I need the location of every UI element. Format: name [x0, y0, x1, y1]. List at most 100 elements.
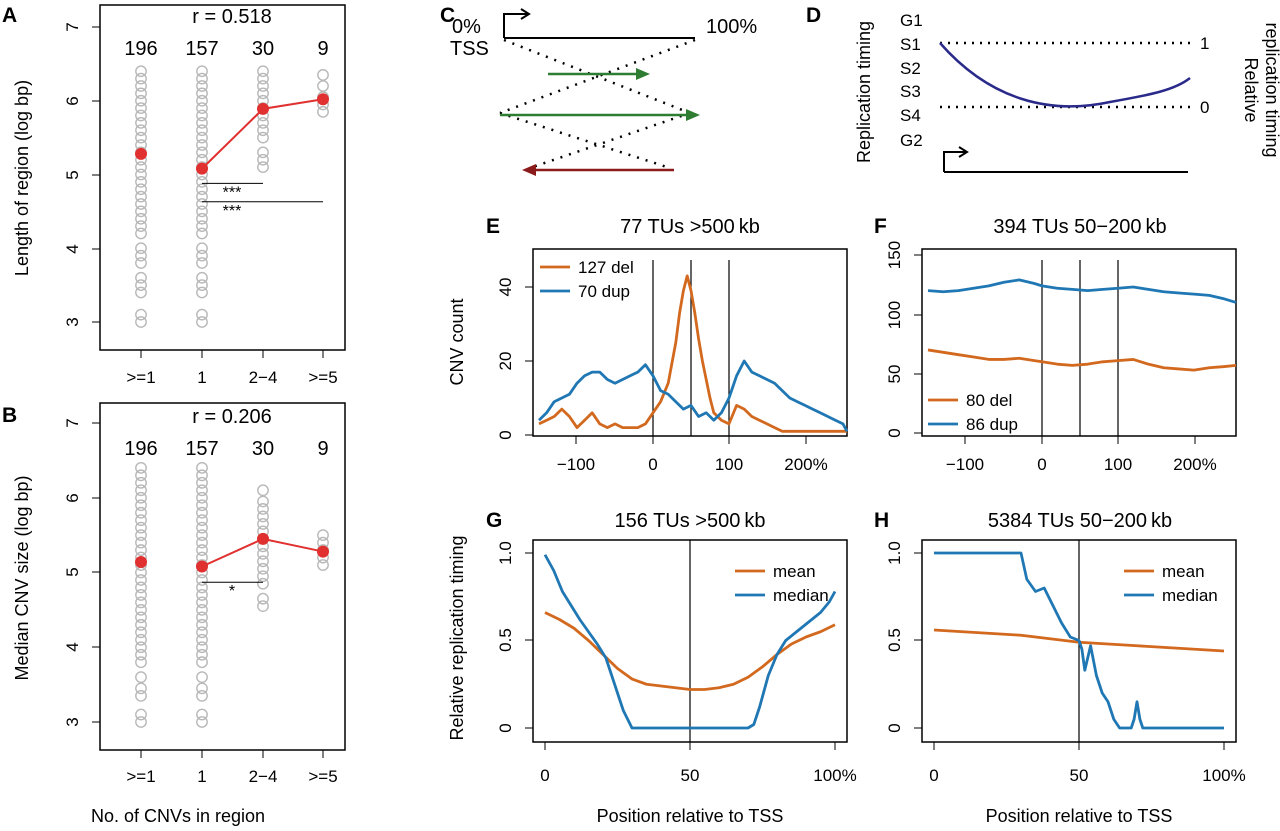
panel-e-title: 77 TUs >500 kb [620, 216, 760, 238]
panel-e-ytick-40: 40 [496, 278, 515, 297]
panel-a-point-2-13 [196, 198, 208, 210]
panel-b-point-1-1 [135, 716, 147, 728]
panel-e-ytick-0: 0 [496, 430, 515, 439]
panel-a-point-2-28 [196, 87, 208, 100]
panel-g-xtick-50: 50 [681, 766, 700, 785]
panel-a-point-3-6 [257, 116, 269, 129]
panel-a-point-1-25 [135, 109, 147, 122]
panel-c-red-arrowhead-icon [522, 164, 536, 176]
panel-b-count-1: 196 [124, 438, 157, 460]
panel-c-end-label: 100% [706, 16, 757, 38]
panel-d-right-label-2: replication timing [1262, 22, 1280, 157]
panel-b-point-2-32 [196, 461, 208, 474]
panel-b-point-1-21 [135, 544, 147, 556]
panel-d: D Replication timing G1 S1 S2 S3 S4 G2 1… [806, 4, 1280, 173]
panel-a-point-2-30 [196, 72, 208, 85]
panel-b-point-2-28 [196, 491, 208, 504]
panel-g-series-2-line [543, 554, 837, 730]
panel-a-point-2-6 [196, 257, 208, 269]
panel-e-xtick-0: 0 [648, 455, 657, 474]
panel-b-point-2-17 [196, 574, 208, 586]
panel-a-sig-label-1: *** [223, 184, 242, 201]
panel-a-point-1-18 [135, 161, 147, 174]
panel-a-point-1-13 [135, 198, 147, 210]
panel-a-point-1-30 [135, 72, 147, 85]
panel-b-xtick-4: >=5 [308, 767, 337, 786]
panel-b-point-3-13 [257, 503, 269, 515]
panel-e-xtick-100: 100 [715, 455, 743, 474]
panel-a-median-dot-4 [317, 93, 329, 106]
panel-g-xlabel: Position relative to TSS [597, 806, 784, 826]
panel-b-point-3-3 [257, 577, 269, 590]
panel-a-point-2-3 [196, 286, 208, 299]
panel-e-legend-label-2: 70 dup [578, 282, 630, 301]
panel-b-xtick-2: 1 [197, 767, 206, 786]
panel-b-point-1-16 [135, 581, 147, 594]
panel-a-ytick-3: 3 [63, 317, 82, 326]
panel-d-right-tick-1: 1 [1200, 34, 1209, 53]
panel-a-point-3-13 [257, 65, 269, 78]
panel-a-point-2-11 [196, 212, 208, 225]
panel-d-stage-s2: S2 [900, 59, 921, 78]
panel-b-point-2-10 [196, 626, 208, 639]
panel-b-point-2-31 [196, 469, 208, 482]
panel-b-xtick-1: >=1 [126, 767, 155, 786]
panel-b-point-4-5 [317, 529, 329, 542]
panel-a-point-1-31 [135, 65, 147, 78]
panel-g-ylabel: Relative replication timing [447, 535, 467, 740]
panel-a-plot: *** *** [135, 65, 329, 328]
panel-a-point-2-7 [196, 249, 208, 262]
panel-a-count-2: 157 [185, 38, 218, 60]
panel-d-stage-s4: S4 [900, 106, 921, 125]
panel-a-point-1-14 [135, 190, 147, 203]
panel-a-point-2-12 [196, 205, 208, 218]
panel-b-point-1-23 [135, 529, 147, 542]
panel-b-xlabel: No. of CNVs in region [91, 806, 265, 826]
panel-a-point-3-2 [257, 153, 269, 166]
panel-a-point-2-2 [196, 308, 208, 321]
panel-b-point-1-11 [135, 618, 147, 631]
panel-b-point-1-27 [135, 499, 147, 512]
panel-b-point-1-6 [135, 656, 147, 669]
panel-b-median-dot-1 [135, 556, 147, 569]
panel-g-ytick-0: 0 [496, 723, 515, 732]
panel-f: F 394 TUs 50−200 kb 0 50 100 150 −100 0 … [874, 215, 1237, 474]
panel-c-start-label: 0% [452, 16, 481, 38]
panel-h-plot: mean median [933, 540, 1225, 742]
panel-a-point-1-8 [135, 242, 147, 255]
panel-b-point-1-10 [135, 626, 147, 639]
panel-b-correlation: r = 0.206 [192, 406, 272, 428]
panel-b-point-1-22 [135, 536, 147, 549]
panel-a-point-2-1 [196, 316, 208, 328]
panel-a-ytick-5: 5 [63, 170, 82, 179]
panel-b-point-2-25 [196, 514, 208, 527]
panel-d-stage-g2: G2 [900, 131, 923, 150]
panel-b-point-1-9 [135, 633, 147, 646]
panel-e-letter: E [486, 215, 500, 238]
panel-a-xtick-3: 2−4 [249, 368, 278, 387]
panel-a-ytick-7: 7 [63, 22, 82, 31]
panel-c-tss-arrow-icon [503, 13, 528, 38]
panel-e-ytick-20: 20 [496, 352, 515, 371]
panel-g-xtick-100: 100% [813, 766, 856, 785]
panel-a-letter: A [2, 4, 17, 27]
panel-b-point-2-23 [196, 529, 208, 542]
panel-a-point-2-5 [196, 271, 208, 284]
panel-a-point-3-3 [257, 146, 269, 159]
panel-c-dotted-lines [499, 38, 696, 170]
panel-a-point-2-25 [196, 109, 208, 122]
panel-a-point-2-10 [196, 220, 208, 233]
panel-b-point-2-6 [196, 656, 208, 669]
panel-a-point-1-23 [135, 124, 147, 137]
panel-b-point-1-5 [135, 671, 147, 684]
panel-h-legend-label-2: median [1162, 586, 1218, 605]
panel-c-letter: C [440, 4, 455, 27]
panel-b-point-3-11 [257, 518, 269, 530]
panel-a-point-2-29 [196, 80, 208, 92]
panel-e-series-2-line [538, 359, 849, 432]
panel-b-point-2-7 [196, 648, 208, 661]
panel-b-ytick-7: 7 [63, 418, 82, 427]
panel-g-ytick-1: 1.0 [496, 541, 515, 565]
panel-a-point-1-4 [135, 279, 147, 292]
